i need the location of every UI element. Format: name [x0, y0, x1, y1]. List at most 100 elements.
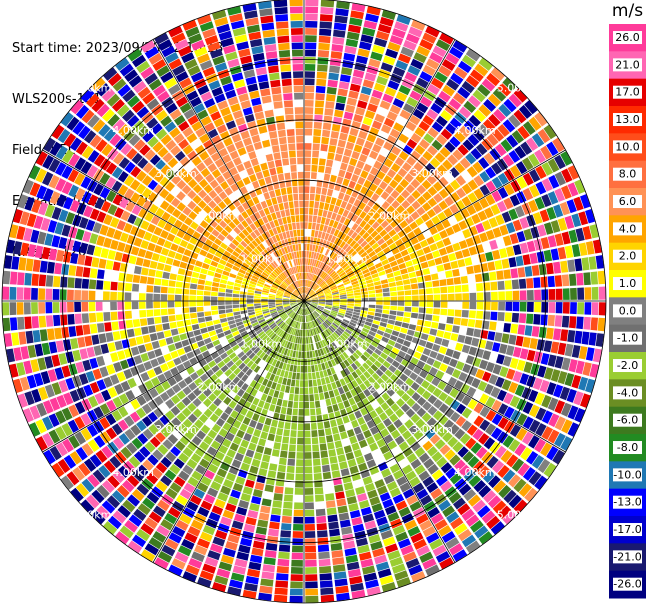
gate-cell	[475, 222, 485, 234]
gate-cell	[304, 207, 309, 215]
gate-cell	[319, 238, 324, 246]
gate-cell	[463, 120, 476, 133]
gate-cell	[461, 54, 477, 68]
gate-cell	[365, 247, 374, 255]
gate-cell	[430, 102, 443, 115]
gate-cell	[381, 201, 390, 210]
gate-cell	[304, 222, 308, 229]
gate-cell	[371, 242, 380, 250]
gate-cell	[561, 168, 573, 183]
gate-cell	[382, 55, 396, 66]
gate-cell	[472, 89, 486, 103]
gate-cell	[307, 236, 311, 244]
gate-cell	[526, 137, 539, 152]
gate-cell	[397, 244, 407, 252]
gate-cell	[444, 184, 455, 195]
gate-cell	[312, 215, 318, 223]
gate-cell	[540, 145, 553, 160]
gate-cell	[317, 50, 330, 58]
gate-cell	[370, 254, 379, 261]
gate-cell	[357, 248, 366, 256]
gate-cell	[396, 257, 405, 265]
gate-cell	[368, 58, 381, 68]
gate-cell	[418, 138, 430, 150]
gate-cell	[378, 270, 386, 277]
gate-cell	[321, 284, 328, 290]
gate-cell	[376, 170, 386, 180]
colorbar-tick-label: 2.0	[619, 250, 637, 263]
gate-cell	[339, 271, 346, 278]
gate-cell	[511, 130, 525, 144]
gate-cell	[362, 268, 370, 275]
gate-cell	[334, 15, 348, 24]
gate-cell	[377, 238, 385, 246]
gate-cell	[535, 181, 547, 195]
gate-cell	[376, 154, 386, 164]
gate-cell	[497, 83, 512, 97]
gate-cell	[389, 34, 404, 46]
gate-cell	[401, 235, 410, 243]
gate-cell	[465, 75, 480, 88]
gate-cell	[330, 235, 337, 243]
gate-cell	[386, 135, 397, 145]
gate-cell	[353, 198, 361, 208]
gate-cell	[467, 179, 479, 191]
gate-cell	[465, 152, 477, 165]
gate-cell	[460, 208, 470, 219]
gate-cell	[451, 223, 462, 233]
gate-cell	[439, 229, 448, 239]
gate-cell	[317, 209, 323, 217]
gate-cell	[320, 282, 327, 288]
gate-cell	[362, 195, 370, 204]
gate-cell	[312, 244, 316, 252]
gate-cell	[462, 139, 475, 151]
gate-cell	[439, 32, 454, 45]
gate-cell	[360, 240, 368, 248]
gate-cell	[434, 71, 448, 84]
gate-cell	[402, 103, 415, 114]
gate-cell	[528, 153, 540, 167]
gate-cell	[390, 73, 403, 84]
gate-cell	[305, 28, 318, 35]
gate-cell	[326, 226, 332, 234]
gate-cell	[405, 260, 413, 268]
gate-cell	[475, 143, 488, 156]
gate-cell	[486, 133, 499, 147]
gate-cell	[319, 224, 325, 232]
gate-cell	[366, 173, 376, 183]
gate-cell	[304, 78, 315, 86]
gate-cell	[322, 273, 328, 280]
gate-cell	[495, 214, 505, 226]
gate-cell	[423, 133, 435, 144]
gate-cell	[339, 216, 346, 224]
gate-cell	[305, 13, 318, 21]
gate-cell	[312, 150, 320, 158]
gate-cell	[326, 188, 334, 197]
gate-cell	[342, 243, 349, 251]
gate-cell	[324, 248, 330, 256]
gate-cell	[304, 107, 314, 114]
gate-cell	[395, 184, 405, 194]
gate-cell	[409, 90, 422, 101]
gate-cell	[427, 197, 438, 208]
gate-cell	[485, 194, 496, 206]
gate-cell	[346, 164, 355, 173]
gate-cell	[481, 78, 496, 92]
gate-cell	[368, 238, 377, 247]
gate-cell	[364, 110, 376, 120]
gate-cell	[318, 279, 325, 286]
gate-cell	[319, 21, 333, 29]
gate-cell	[336, 1, 350, 10]
gate-cell	[335, 8, 349, 17]
gate-cell	[334, 277, 342, 283]
gate-cell	[304, 128, 313, 136]
colorbar-tick-label: 4.0	[619, 222, 637, 235]
gate-cell	[376, 250, 385, 258]
gate-cell	[385, 48, 399, 59]
gate-cell	[422, 32, 437, 44]
gate-cell	[465, 48, 481, 62]
gate-cell	[311, 164, 318, 172]
gate-cell	[342, 253, 350, 260]
gate-cell	[340, 125, 350, 134]
gate-cell	[427, 145, 438, 156]
